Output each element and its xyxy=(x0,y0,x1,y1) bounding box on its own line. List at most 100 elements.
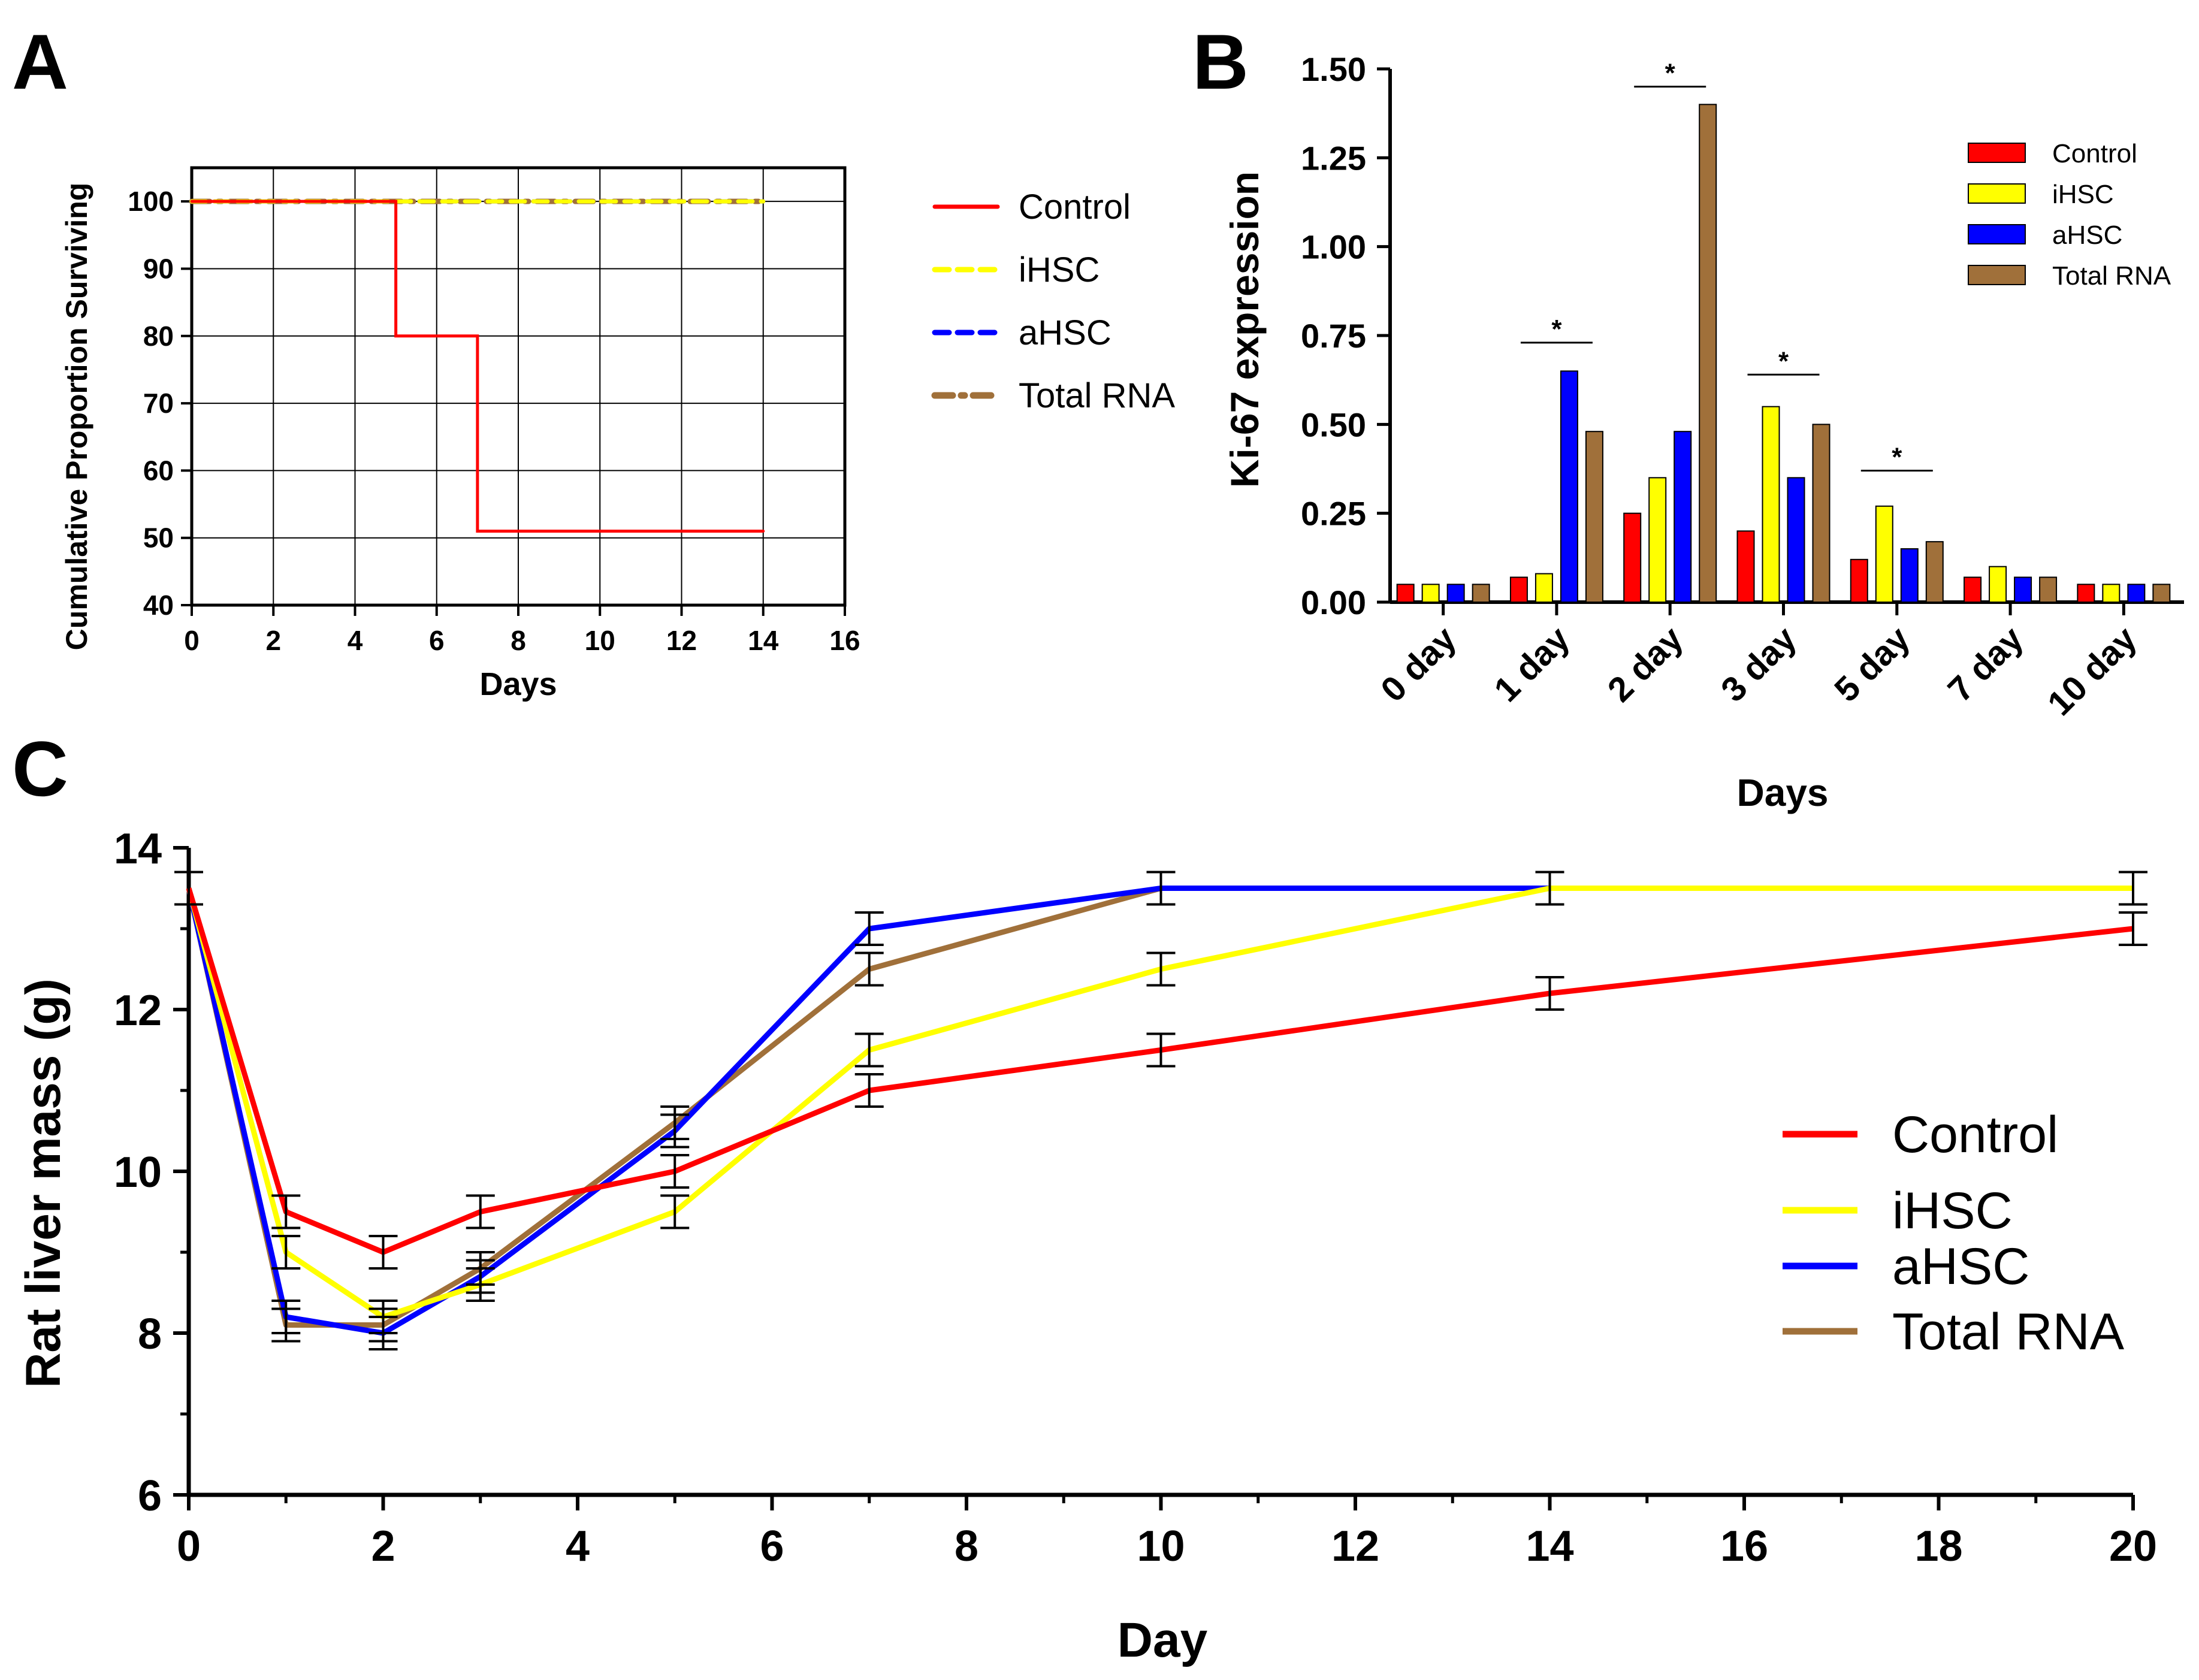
bar-control-3-day xyxy=(1736,530,1755,603)
y-tick-label: 0.00 xyxy=(1301,584,1366,621)
y-axis-title: Rat liver mass (g) xyxy=(16,978,71,1388)
bar-control-0-day xyxy=(1396,584,1415,603)
panel-a-survival-chart: 0 2 4 6 8 10 12 14 16 40 50 60 70 80 90 100 Days Cumulati… xyxy=(60,166,1175,702)
y-tick-label: 6 xyxy=(138,1472,162,1520)
bar-total-rna-10-day xyxy=(2152,584,2171,603)
bar-control-5-day xyxy=(1850,558,1868,603)
bar-ahsc-7-day xyxy=(2014,576,2032,603)
x-tick-label: 4 xyxy=(348,625,363,656)
legend-label-ahsc: aHSC xyxy=(1019,313,1111,352)
x-tick-label: 1 day xyxy=(1487,619,1577,709)
bar-ihsc-7-day xyxy=(1989,566,2007,603)
y-tick-label: 14 xyxy=(114,825,162,873)
y-tick-label: 60 xyxy=(143,455,174,486)
significance-star: * xyxy=(1551,315,1562,344)
y-tick-label: 80 xyxy=(143,321,174,352)
bar-ahsc-0-day xyxy=(1446,584,1465,603)
bar-control-2-day xyxy=(1623,512,1642,603)
significance-star: * xyxy=(1665,59,1676,88)
x-tick-label: 0 xyxy=(177,1522,201,1570)
bar-total-rna-0-day xyxy=(1472,584,1490,603)
x-axis-title: Day xyxy=(1117,1613,1208,1667)
x-tick-label: 12 xyxy=(666,625,697,656)
x-tick-label: 7 day xyxy=(1940,619,2031,709)
legend-label-total-rna: Total RNA xyxy=(1892,1303,2125,1361)
bar-ihsc-3-day xyxy=(1762,406,1780,603)
x-tick-label: 4 xyxy=(566,1522,590,1570)
bar-ahsc-10-day xyxy=(2127,584,2146,603)
x-tick-label: 5 day xyxy=(1827,619,1917,709)
bar-total-rna-3-day xyxy=(1812,424,1831,603)
legend-label-ihsc: iHSC xyxy=(1892,1182,2013,1240)
y-tick-label: 1.50 xyxy=(1301,50,1366,88)
legend-label-control: Control xyxy=(1019,188,1131,226)
bar-ihsc-10-day xyxy=(2102,584,2121,603)
x-tick-label: 2 day xyxy=(1600,619,1691,709)
y-tick-label: 50 xyxy=(143,522,174,554)
bar-total-rna-5-day xyxy=(1925,541,1944,603)
bar-ihsc-5-day xyxy=(1875,505,1893,603)
y-tick-label: 0.75 xyxy=(1301,317,1366,355)
x-tick-label: 20 xyxy=(2109,1522,2157,1570)
legend-label-ihsc: iHSC xyxy=(2052,180,2114,209)
y-tick-label: 100 xyxy=(128,186,174,217)
legend-label-ahsc: aHSC xyxy=(2052,220,2122,250)
y-axis-title: Cumulative Proportion Surviving xyxy=(60,183,93,651)
panel-a-letter: A xyxy=(12,18,68,105)
y-axis-title: Ki-67 expression xyxy=(1222,171,1267,488)
bar-ahsc-2-day xyxy=(1674,431,1692,603)
x-tick-label: 10 day xyxy=(2040,619,2144,723)
legend-swatch-ihsc xyxy=(1968,183,2026,204)
x-tick-label: 3 day xyxy=(1714,619,1804,709)
y-tick-label: 8 xyxy=(138,1310,162,1358)
bar-total-rna-1-day xyxy=(1585,431,1603,603)
panel-b-letter: B xyxy=(1192,18,1249,105)
x-tick-label: 2 xyxy=(371,1522,395,1570)
x-tick-label: 14 xyxy=(748,625,779,656)
y-tick-label: 12 xyxy=(114,987,162,1035)
x-axis-title: Days xyxy=(1737,771,1829,814)
bar-ihsc-0-day xyxy=(1421,584,1440,603)
legend-swatch-control xyxy=(1968,143,2026,163)
x-axis-title: Days xyxy=(479,666,557,702)
x-tick-label: 0 xyxy=(184,625,200,656)
x-tick-label: 6 xyxy=(760,1522,784,1570)
panel-b-ki67-bar-chart: 0.00 0.25 0.50 0.75 1.00 1.25 1.50 0 day 1 day 2 … xyxy=(1222,50,2184,814)
y-tick-label: 40 xyxy=(143,590,174,621)
bar-control-1-day xyxy=(1509,576,1528,603)
x-tick-label: 14 xyxy=(1526,1522,1573,1570)
bar-total-rna-7-day xyxy=(2039,576,2058,603)
x-tick-label: 12 xyxy=(1331,1522,1379,1570)
y-tick-label: 1.00 xyxy=(1301,228,1366,266)
legend-label-total-rna: Total RNA xyxy=(1019,376,1175,415)
legend-label-control: Control xyxy=(1892,1106,2058,1164)
bar-total-rna-2-day xyxy=(1699,104,1717,603)
bar-ihsc-1-day xyxy=(1535,573,1553,603)
y-tick-label: 10 xyxy=(114,1149,162,1196)
x-tick-label: 10 xyxy=(1137,1522,1185,1570)
bar-ihsc-2-day xyxy=(1648,477,1667,603)
x-tick-label: 16 xyxy=(829,625,860,656)
y-tick-label: 90 xyxy=(143,253,174,284)
x-tick-label: 6 xyxy=(429,625,445,656)
y-tick-label: 70 xyxy=(143,388,174,419)
x-tick-label: 8 xyxy=(511,625,526,656)
legend-swatch-ahsc xyxy=(1968,224,2026,244)
legend-swatch-total-rna xyxy=(1968,265,2026,285)
x-tick-label: 10 xyxy=(585,625,615,656)
y-tick-label: 0.25 xyxy=(1301,495,1366,533)
significance-star: * xyxy=(1778,346,1789,376)
bar-control-7-day xyxy=(1964,576,1982,603)
bar-ahsc-3-day xyxy=(1787,477,1805,603)
legend-label-control: Control xyxy=(2052,139,2137,168)
x-tick-label: 0 day xyxy=(1373,619,1464,709)
x-tick-label: 8 xyxy=(954,1522,978,1570)
bar-ahsc-5-day xyxy=(1900,548,1919,603)
bar-ahsc-1-day xyxy=(1560,370,1578,603)
x-tick-label: 18 xyxy=(1914,1522,1962,1570)
bar-control-10-day xyxy=(2077,584,2095,603)
legend-label-total-rna: Total RNA xyxy=(2052,261,2171,291)
series-line-control xyxy=(190,200,765,533)
y-tick-label: 1.25 xyxy=(1301,139,1366,177)
